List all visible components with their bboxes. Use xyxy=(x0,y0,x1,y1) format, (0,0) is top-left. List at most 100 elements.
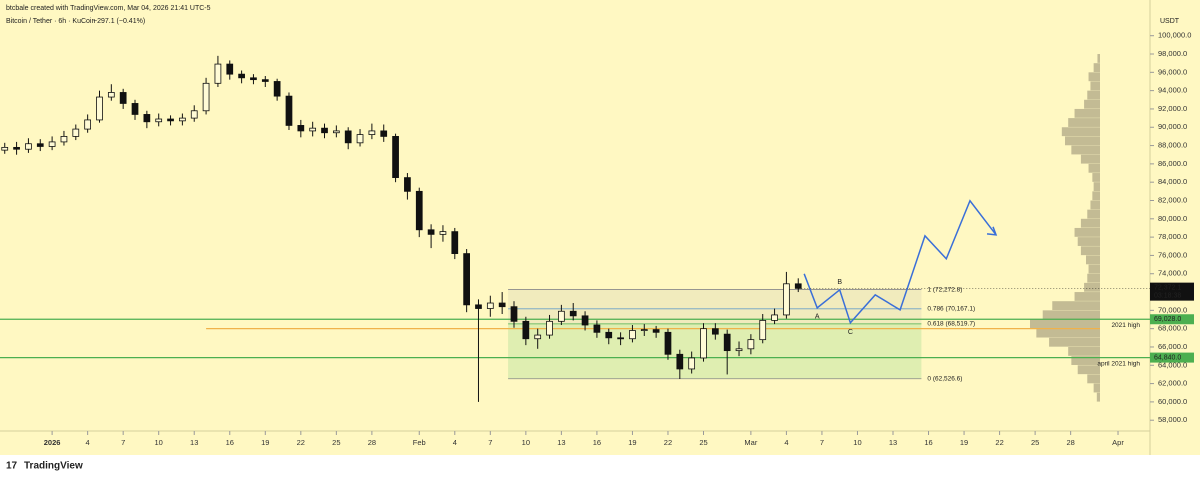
y-tick-label: 100,000.0 xyxy=(1158,31,1191,40)
volume-bar xyxy=(1088,163,1100,173)
level-text: april 2021 high xyxy=(1097,360,1140,367)
last-price-label: 72,372.1 xyxy=(1154,284,1181,291)
credit: btcbale created with TradingView.com, Ma… xyxy=(6,5,211,12)
x-tick-label: Apr xyxy=(1112,438,1124,447)
volume-bar xyxy=(1065,136,1100,146)
candle-body xyxy=(404,177,411,192)
volume-bar xyxy=(1036,328,1100,338)
candle-body xyxy=(451,231,459,254)
y-tick-label: 98,000.0 xyxy=(1158,49,1187,58)
candle-body xyxy=(629,330,636,340)
volume-bar xyxy=(1084,99,1100,109)
x-tick-label: 4 xyxy=(86,438,90,447)
candle-body xyxy=(558,310,565,322)
x-tick-label: 7 xyxy=(820,438,824,447)
candle-body xyxy=(510,306,518,322)
x-tick-label: 22 xyxy=(995,438,1003,447)
volume-bar xyxy=(1061,127,1100,137)
x-tick-label: 16 xyxy=(226,438,234,447)
wave-label: B xyxy=(837,279,842,286)
x-tick-label: 28 xyxy=(368,438,376,447)
y-tick-label: 64,000.0 xyxy=(1158,360,1187,369)
x-tick-label: 25 xyxy=(332,438,340,447)
level-text: 2021 high xyxy=(1111,322,1140,329)
candle-body xyxy=(25,143,32,150)
volume-bar xyxy=(1084,282,1100,292)
x-tick-label: 13 xyxy=(557,438,565,447)
volume-bar xyxy=(1068,118,1100,127)
fib-label: 0 (62,526.6) xyxy=(927,375,962,382)
x-tick-label: 19 xyxy=(628,438,636,447)
candle-body xyxy=(439,231,447,235)
y-tick-label: 80,000.0 xyxy=(1158,214,1187,223)
x-tick-label: 16 xyxy=(924,438,932,447)
x-tick-label: 4 xyxy=(453,438,457,447)
level-badge xyxy=(1150,352,1194,363)
countdown: 03:18:38 xyxy=(1154,292,1181,299)
fib-label: 0.786 (70,167.1) xyxy=(927,306,975,313)
candle-body xyxy=(498,302,506,308)
volume-bar xyxy=(1096,392,1100,402)
symbol: Bitcoin / Tether · 6h · KuCoin xyxy=(6,18,95,25)
x-tick-label: 7 xyxy=(121,438,125,447)
candle-body xyxy=(107,92,115,98)
y-tick-label: 74,000.0 xyxy=(1158,269,1187,278)
candle-body xyxy=(652,329,660,333)
volume-bar xyxy=(1049,337,1100,347)
volume-bar xyxy=(1077,237,1100,246)
candle-body xyxy=(84,119,92,130)
candle-body xyxy=(593,324,601,333)
level-badge-label: 69,028.0 xyxy=(1154,316,1181,323)
projection xyxy=(803,199,997,325)
volume-bar xyxy=(1030,319,1100,329)
volume-bar xyxy=(1068,346,1100,356)
candle-body xyxy=(36,143,44,147)
volume-bar xyxy=(1086,255,1100,265)
candle-body xyxy=(273,81,281,97)
candle-body xyxy=(688,357,696,370)
candle-body xyxy=(202,82,210,112)
currency: USDT xyxy=(1160,18,1180,25)
y-tick-label: 82,000.0 xyxy=(1158,195,1187,204)
candle-body xyxy=(356,134,364,144)
candle-body xyxy=(190,110,198,119)
logo-mark: 17 xyxy=(6,461,18,472)
candle-body xyxy=(344,130,352,144)
volume-bar xyxy=(1092,173,1100,182)
volume-bar xyxy=(1087,209,1100,219)
volume-bar xyxy=(1042,310,1100,320)
candle-body xyxy=(250,77,257,81)
x-tick-label: 25 xyxy=(1031,438,1039,447)
candle-body xyxy=(700,328,707,359)
volume-bar xyxy=(1093,63,1100,73)
fib-label: 0.618 (68,519.7) xyxy=(927,321,975,328)
candle-body xyxy=(711,328,719,335)
volume-bar xyxy=(1088,264,1100,274)
volume-bar xyxy=(1087,273,1100,283)
volume-bar xyxy=(1090,200,1100,210)
candle-body xyxy=(214,63,222,84)
volume-bar xyxy=(1088,72,1100,82)
candle-body xyxy=(226,63,234,75)
candle-body xyxy=(48,141,56,147)
candle-body xyxy=(179,117,186,122)
volume-bar xyxy=(1074,292,1100,301)
volume-bar xyxy=(1052,301,1100,311)
candle-body xyxy=(546,320,553,336)
candle-body xyxy=(640,329,648,331)
y-tick-label: 58,000.0 xyxy=(1158,415,1187,424)
y-tick-label: 60,000.0 xyxy=(1158,397,1187,406)
candle-body xyxy=(321,127,328,134)
candle-body xyxy=(1,146,9,151)
volume-bar xyxy=(1071,145,1100,155)
volume-bar xyxy=(1080,218,1100,228)
candle-body xyxy=(238,73,245,79)
y-tick-label: 90,000.0 xyxy=(1158,122,1187,131)
y-tick-label: 68,000.0 xyxy=(1158,324,1187,333)
y-tick-label: 92,000.0 xyxy=(1158,104,1187,113)
y-tick-label: 96,000.0 xyxy=(1158,67,1187,76)
x-tick-label: 2026 xyxy=(44,438,61,447)
candle-body xyxy=(392,136,399,179)
level-badge xyxy=(1150,314,1194,325)
candle-body xyxy=(380,130,388,137)
